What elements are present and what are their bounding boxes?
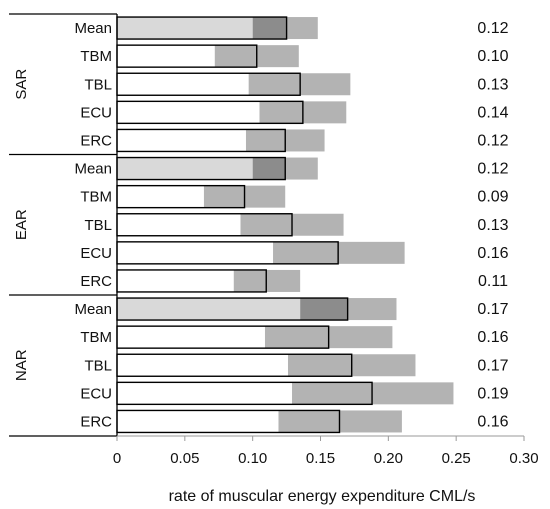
x-tick-label: 0.20 — [374, 450, 403, 467]
x-tick-label: 0.10 — [238, 450, 267, 467]
value-bar-fill — [117, 241, 274, 264]
mean-dark-range-segment — [252, 17, 287, 40]
row-label-mean: Mean — [74, 20, 112, 37]
value-label: 0.12 — [477, 132, 508, 149]
value-label: 0.17 — [477, 301, 508, 318]
value-bar-fill — [117, 185, 204, 208]
row-label-tbl: TBL — [84, 217, 112, 234]
row-label-mean: Mean — [74, 301, 112, 318]
value-label: 0.09 — [477, 189, 508, 206]
value-bar-fill — [117, 382, 293, 405]
value-label: 0.12 — [477, 161, 508, 178]
value-bar-fill — [117, 213, 241, 236]
value-label: 0.13 — [477, 217, 508, 234]
value-bar-fill — [117, 45, 215, 68]
value-label: 0.16 — [477, 329, 508, 346]
value-label: 0.12 — [477, 20, 508, 37]
group-label-sar: SAR — [13, 69, 30, 100]
value-bar-fill — [117, 410, 279, 433]
value-label: 0.19 — [477, 385, 508, 402]
value-bar-fill — [117, 269, 234, 292]
row-label-ecu: ECU — [80, 245, 112, 262]
row-label-ecu: ECU — [80, 104, 112, 121]
row-label-mean: Mean — [74, 161, 112, 178]
x-tick-label: 0.15 — [306, 450, 335, 467]
x-tick-label: 0.05 — [170, 450, 199, 467]
value-bar-fill — [117, 298, 301, 321]
row-label-erc: ERC — [80, 132, 112, 149]
row-label-tbl: TBL — [84, 357, 112, 374]
row-label-ecu: ECU — [80, 385, 112, 402]
value-label: 0.16 — [477, 245, 508, 262]
value-bar-fill — [117, 354, 288, 377]
value-label: 0.17 — [477, 357, 508, 374]
value-bar-fill — [117, 73, 249, 96]
row-label-tbm: TBM — [80, 189, 112, 206]
value-bar-fill — [117, 129, 246, 152]
row-label-tbm: TBM — [80, 48, 112, 65]
x-tick-label: 0.30 — [509, 450, 538, 467]
value-label: 0.10 — [477, 48, 508, 65]
value-bar-fill — [117, 17, 253, 40]
mean-dark-range-segment — [300, 298, 348, 321]
group-label-nar: NAR — [13, 349, 30, 381]
x-axis-title: rate of muscular energy expenditure CML/… — [169, 488, 476, 505]
mean-dark-range-segment — [252, 157, 286, 180]
x-tick-label: 0.25 — [442, 450, 471, 467]
group-label-ear: EAR — [13, 209, 30, 240]
row-label-erc: ERC — [80, 273, 112, 290]
value-bar-fill — [117, 101, 260, 124]
x-tick-label: 0 — [113, 450, 121, 467]
value-label: 0.14 — [477, 104, 508, 121]
value-label: 0.11 — [478, 273, 508, 290]
row-label-tbl: TBL — [84, 76, 112, 93]
row-label-tbm: TBM — [80, 329, 112, 346]
value-label: 0.16 — [477, 413, 508, 430]
value-label: 0.13 — [477, 76, 508, 93]
row-label-erc: ERC — [80, 413, 112, 430]
value-bar-fill — [117, 326, 265, 349]
value-bar-fill — [117, 157, 253, 180]
